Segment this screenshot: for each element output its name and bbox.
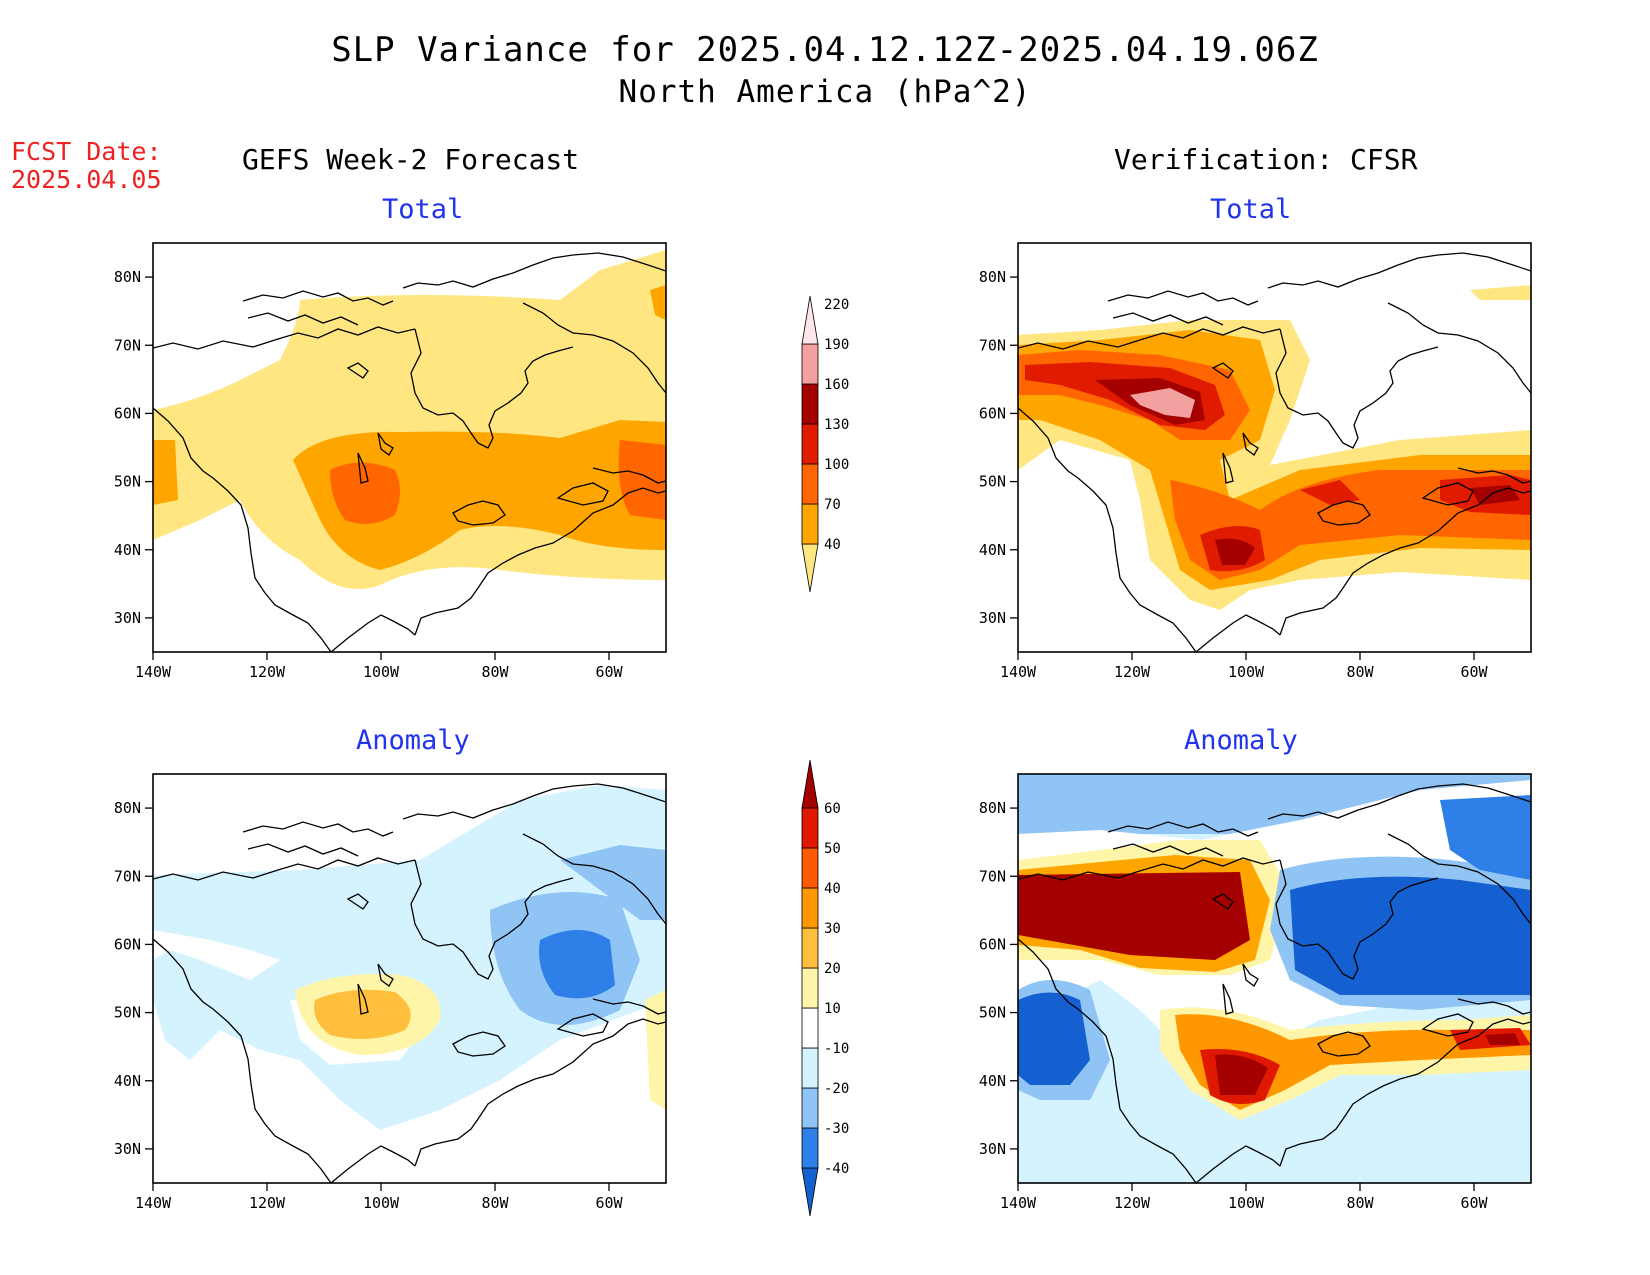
colorbar-swatch	[801, 807, 819, 849]
lon-tick-label: 120W	[1114, 1194, 1151, 1212]
colorbar-swatch	[801, 423, 819, 465]
lon-tick-label: 100W	[363, 1194, 400, 1212]
lat-tick-label: 30N	[979, 609, 1006, 627]
colorbar-label: -20	[824, 1081, 849, 1097]
lon-tick-label: 100W	[363, 663, 400, 681]
colorbar-swatch	[801, 1127, 819, 1169]
map-verification-anomaly	[1017, 773, 1532, 1184]
colorbar-label: -30	[824, 1121, 849, 1137]
colorbar-label: -10	[824, 1041, 849, 1057]
lat-tick-label: 80N	[979, 268, 1006, 286]
panel-title-forecast-anomaly: Anomaly	[356, 725, 470, 756]
forecast-date-label: FCST Date:	[11, 137, 162, 166]
lat-tick-label: 50N	[114, 473, 141, 491]
colorbar-swatch	[801, 1007, 819, 1049]
colorbar-label: 190	[824, 337, 849, 353]
lon-tick-label: 140W	[135, 1194, 172, 1212]
lat-tick-label: 60N	[979, 935, 1006, 953]
lon-tick-label: 100W	[1228, 1194, 1265, 1212]
lat-tick-label: 50N	[114, 1004, 141, 1022]
colorbar-label: 220	[824, 297, 849, 313]
lon-tick-label: 60W	[595, 1194, 623, 1212]
colorbar-swatch	[801, 503, 819, 545]
colorbar-total: 40 70 100 130 160 190 220	[801, 295, 849, 593]
lat-tick-label: 40N	[114, 1072, 141, 1090]
colorbar-label: 40	[824, 881, 841, 897]
colorbar-swatch	[801, 343, 819, 385]
colorbar-swatch	[801, 383, 819, 425]
colorbar-label: 160	[824, 377, 849, 393]
forecast-date-value: 2025.04.05	[11, 165, 162, 194]
panel-title-forecast-total: Total	[382, 194, 464, 225]
colorbar-swatch	[801, 463, 819, 505]
colorbar-label: -40	[824, 1161, 849, 1177]
lat-tick-label: 30N	[114, 1140, 141, 1158]
colorbar-label: 40	[824, 537, 841, 553]
lon-tick-label: 120W	[249, 1194, 286, 1212]
lat-tick-label: 80N	[114, 268, 141, 286]
column-heading-forecast: GEFS Week-2 Forecast	[242, 143, 580, 176]
map-forecast-anomaly	[152, 773, 667, 1184]
lon-tick-label: 80W	[1346, 1194, 1374, 1212]
colorbar-label: 130	[824, 417, 849, 433]
chart-subtitle: North America (hPa^2)	[618, 74, 1032, 110]
colorbar-label: 60	[824, 801, 841, 817]
colorbar-swatch	[801, 295, 819, 345]
colorbar-label: 10	[824, 1001, 841, 1017]
colorbar-anomaly: -40 -30 -20 -10 10 20 30 40 50 60	[801, 759, 849, 1217]
lat-tick-label: 60N	[114, 404, 141, 422]
lon-tick-label: 140W	[1000, 663, 1037, 681]
lat-tick-label: 80N	[979, 799, 1006, 817]
lat-tick-label: 80N	[114, 799, 141, 817]
map-verification-total	[1017, 242, 1532, 653]
column-heading-verification: Verification: CFSR	[1114, 143, 1418, 176]
lat-tick-label: 50N	[979, 473, 1006, 491]
lon-tick-label: 80W	[481, 1194, 509, 1212]
lat-tick-label: 70N	[979, 336, 1006, 354]
colorbar-label: 20	[824, 961, 841, 977]
colorbar-swatch	[801, 1167, 819, 1217]
lat-tick-label: 50N	[979, 1004, 1006, 1022]
lat-tick-label: 40N	[979, 1072, 1006, 1090]
colorbar-swatch	[801, 847, 819, 889]
lat-tick-label: 30N	[979, 1140, 1006, 1158]
lat-tick-label: 60N	[114, 935, 141, 953]
lat-tick-label: 70N	[979, 867, 1006, 885]
colorbar-label: 70	[824, 497, 841, 513]
map-forecast-total	[152, 242, 667, 653]
lon-tick-label: 140W	[1000, 1194, 1037, 1212]
colorbar-swatch	[801, 1047, 819, 1089]
lat-tick-label: 40N	[114, 541, 141, 559]
colorbar-label: 100	[824, 457, 849, 473]
lon-tick-label: 140W	[135, 663, 172, 681]
panel-title-verification-total: Total	[1210, 194, 1292, 225]
colorbar-label: 50	[824, 841, 841, 857]
lat-tick-label: 60N	[979, 404, 1006, 422]
lon-tick-label: 60W	[595, 663, 623, 681]
lon-tick-label: 120W	[249, 663, 286, 681]
colorbar-swatch	[801, 927, 819, 969]
colorbar-label: 30	[824, 921, 841, 937]
lon-tick-label: 100W	[1228, 663, 1265, 681]
panel-title-verification-anomaly: Anomaly	[1184, 725, 1298, 756]
lon-tick-label: 80W	[481, 663, 509, 681]
colorbar-swatch	[801, 543, 819, 593]
lon-tick-label: 60W	[1460, 663, 1488, 681]
colorbar-swatch	[801, 967, 819, 1009]
lon-tick-label: 80W	[1346, 663, 1374, 681]
lon-tick-label: 60W	[1460, 1194, 1488, 1212]
lat-tick-label: 70N	[114, 336, 141, 354]
colorbar-swatch	[801, 1087, 819, 1129]
colorbar-swatch	[801, 887, 819, 929]
lon-tick-label: 120W	[1114, 663, 1151, 681]
colorbar-swatch	[801, 759, 819, 809]
forecast-date: FCST Date: 2025.04.05	[11, 138, 181, 194]
lat-tick-label: 40N	[979, 541, 1006, 559]
chart-title: SLP Variance for 2025.04.12.12Z-2025.04.…	[331, 30, 1319, 70]
lat-tick-label: 30N	[114, 609, 141, 627]
lat-tick-label: 70N	[114, 867, 141, 885]
